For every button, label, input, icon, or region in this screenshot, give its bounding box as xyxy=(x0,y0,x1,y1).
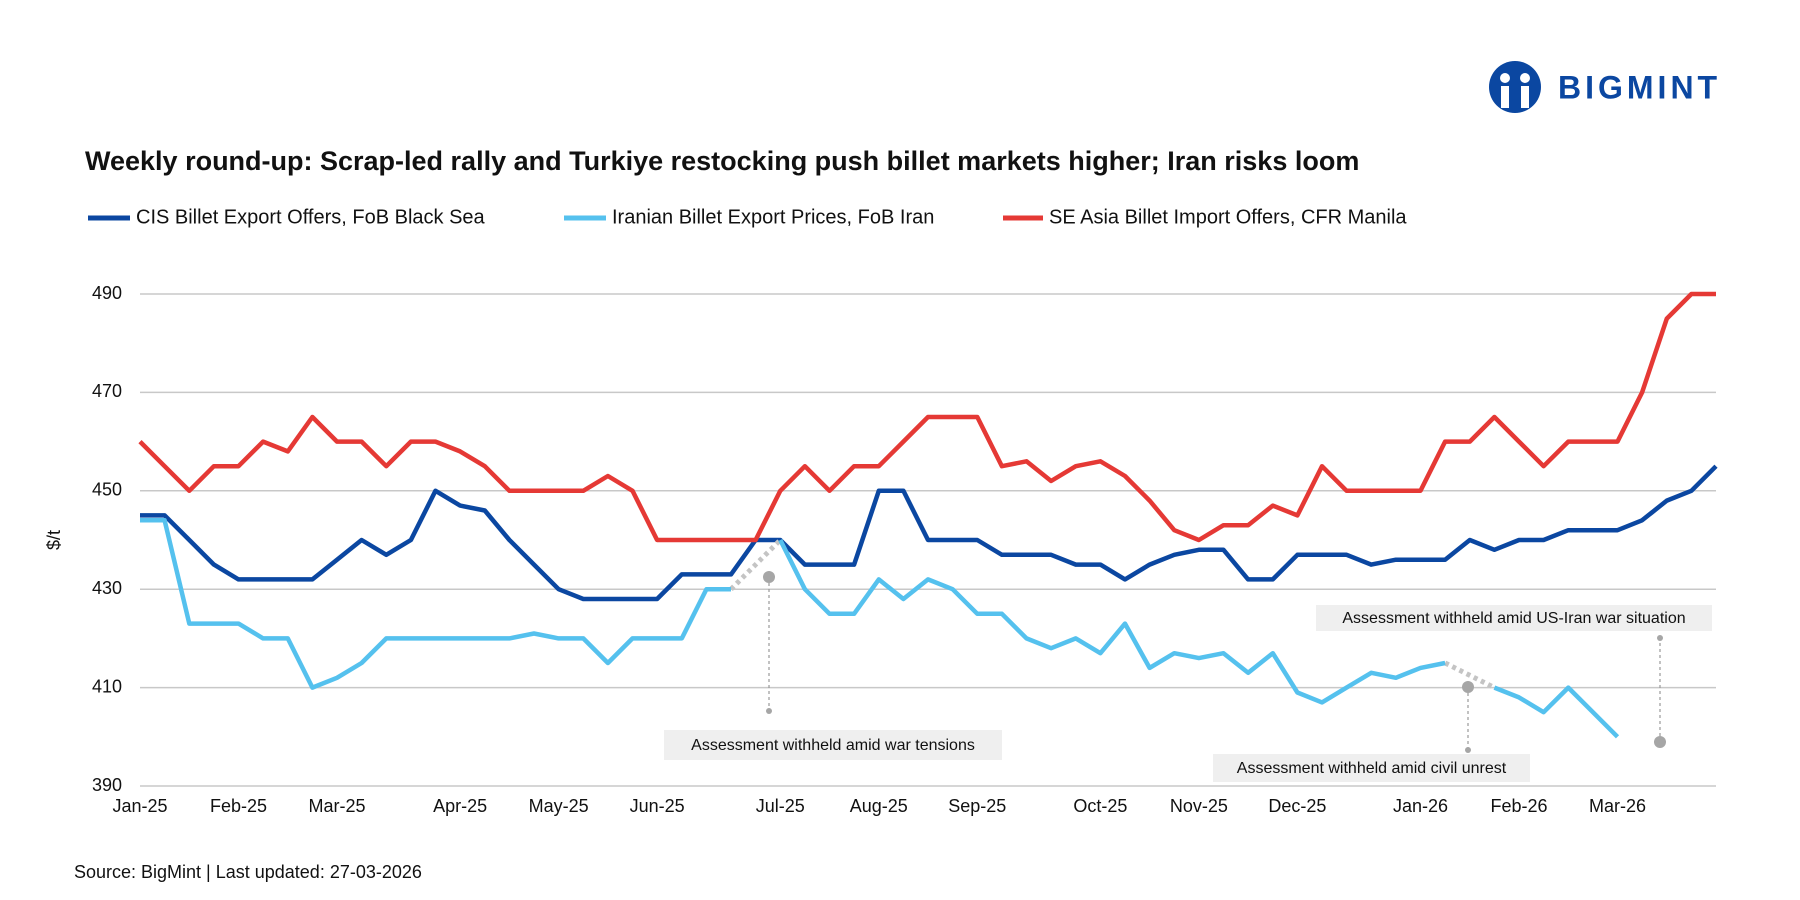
annotation-end xyxy=(1657,635,1663,641)
annotation-end xyxy=(766,708,772,714)
annotation-dot xyxy=(1462,681,1474,693)
x-tick-label: Sep-25 xyxy=(948,796,1006,816)
x-tick-label: Nov-25 xyxy=(1170,796,1228,816)
annotation-box xyxy=(1213,754,1530,782)
x-tick-label: Mar-25 xyxy=(308,796,365,816)
logo-icon-bar xyxy=(1521,86,1529,108)
logo-icon-dot xyxy=(1500,73,1510,83)
annotation-text: Assessment withheld amid war tensions xyxy=(691,737,975,754)
y-tick-label: 470 xyxy=(92,381,122,401)
chart-title: Weekly round-up: Scrap-led rally and Tur… xyxy=(85,146,1359,176)
x-tick-label: Jan-26 xyxy=(1393,796,1448,816)
x-tick-label: Aug-25 xyxy=(850,796,908,816)
legend-label: Iranian Billet Export Prices, FoB Iran xyxy=(612,206,934,228)
gap-bridge xyxy=(729,538,783,591)
annotation-box xyxy=(664,730,1002,760)
logo: BIGMINT xyxy=(1489,61,1721,113)
y-tick-label: 410 xyxy=(92,676,122,696)
logo-icon-dot xyxy=(1520,73,1530,83)
annotation-dot xyxy=(1654,736,1666,748)
logo-text: BIGMINT xyxy=(1558,69,1721,105)
x-tick-label: Jul-25 xyxy=(756,796,805,816)
y-tick-label: 390 xyxy=(92,775,122,795)
y-tick-label: 450 xyxy=(92,480,122,500)
legend-label: SE Asia Billet Import Offers, CFR Manila xyxy=(1049,206,1407,228)
x-tick-label: Jun-25 xyxy=(630,796,685,816)
gap-bridge xyxy=(1444,660,1496,690)
y-tick-label: 430 xyxy=(92,578,122,598)
x-tick-label: Oct-25 xyxy=(1073,796,1127,816)
x-tick-label: Dec-25 xyxy=(1268,796,1326,816)
annotation-text: Assessment withheld amid civil unrest xyxy=(1237,760,1507,777)
legend-label: CIS Billet Export Offers, FoB Black Sea xyxy=(136,206,486,228)
y-axis-label: $/t xyxy=(44,530,64,550)
logo-icon xyxy=(1489,61,1541,113)
x-tick-label: Mar-26 xyxy=(1589,796,1646,816)
x-tick-label: May-25 xyxy=(529,796,589,816)
y-tick-label: 490 xyxy=(92,283,122,303)
series-line xyxy=(138,291,1716,543)
x-tick-label: Jan-25 xyxy=(112,796,167,816)
annotation-box xyxy=(1316,605,1712,631)
x-tick-label: Feb-26 xyxy=(1490,796,1547,816)
x-tick-label: Apr-25 xyxy=(433,796,487,816)
logo-icon-bar xyxy=(1501,86,1509,108)
annotation-dot xyxy=(763,571,775,583)
annotation-text: Assessment withheld amid US-Iran war sit… xyxy=(1342,610,1685,627)
series-line xyxy=(140,464,1718,602)
x-tick-label: Feb-25 xyxy=(210,796,267,816)
annotation-end xyxy=(1465,747,1471,753)
series-line xyxy=(140,518,1620,739)
source: Source: BigMint | Last updated: 27-03-20… xyxy=(74,862,422,882)
